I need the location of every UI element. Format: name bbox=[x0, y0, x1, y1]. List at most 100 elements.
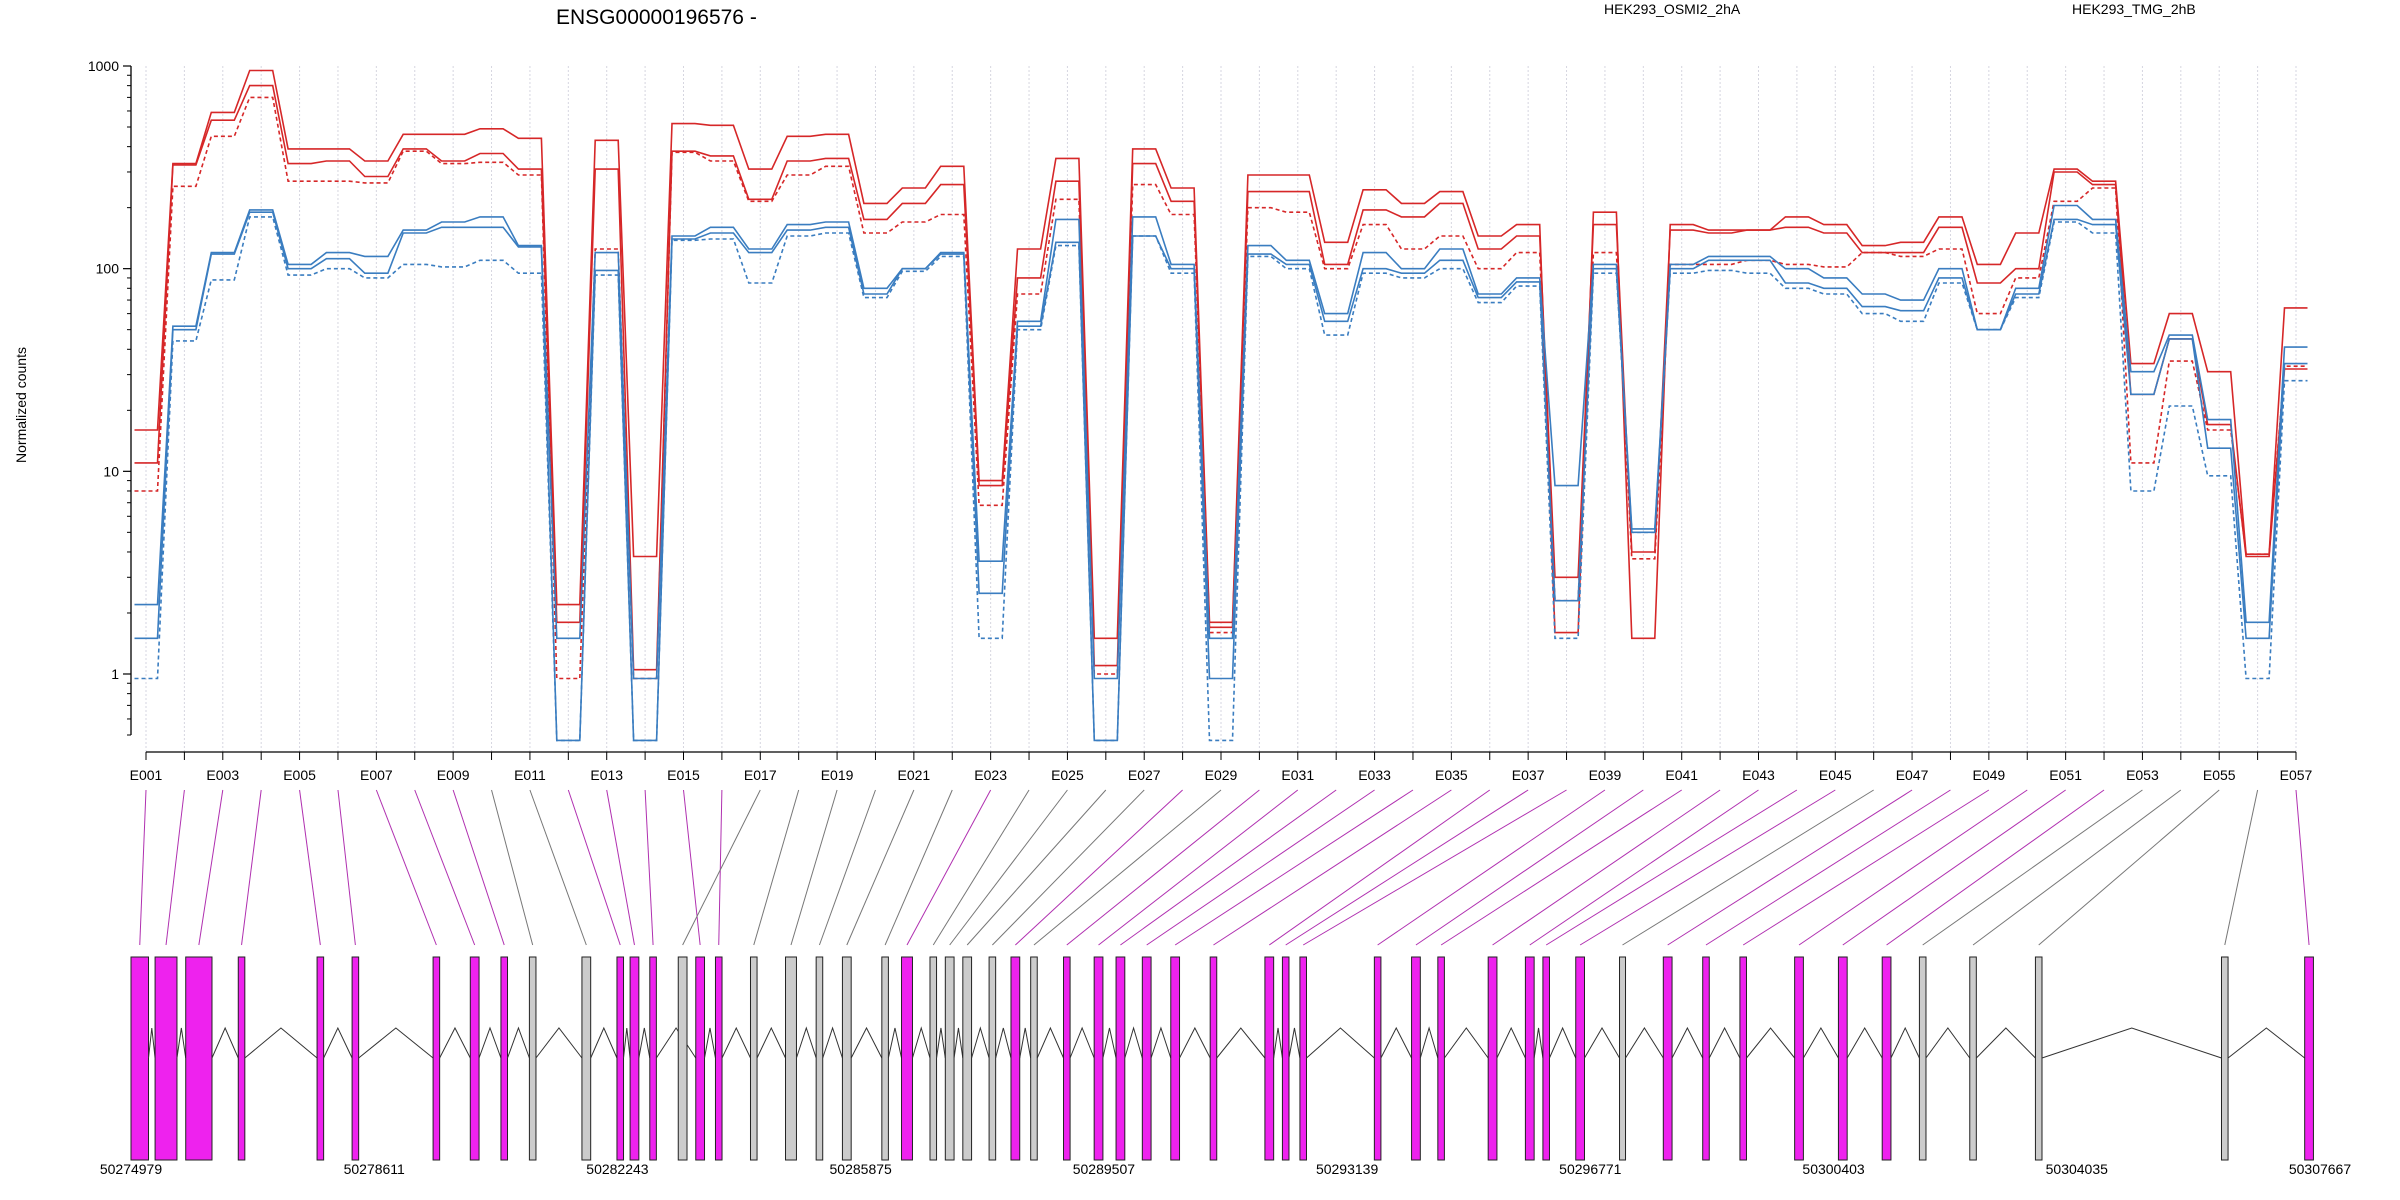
exon-box bbox=[749, 956, 758, 1161]
exon-box bbox=[695, 956, 706, 1161]
exon-tick-label: E047 bbox=[1896, 767, 1929, 783]
exon-connector bbox=[1886, 789, 2105, 946]
intron-line bbox=[995, 1027, 1012, 1059]
exon-box bbox=[944, 956, 955, 1161]
exon-box bbox=[841, 956, 852, 1161]
intron-line bbox=[1625, 1027, 1664, 1059]
exon-box bbox=[1662, 956, 1673, 1161]
intron-line bbox=[1306, 1027, 1375, 1059]
exon-connector bbox=[529, 789, 587, 946]
exon-tick-label: E027 bbox=[1128, 767, 1161, 783]
exon-tick-label: E031 bbox=[1281, 767, 1314, 783]
exon-box bbox=[1487, 956, 1498, 1161]
series-lines bbox=[134, 69, 2308, 742]
intron-line bbox=[211, 1026, 239, 1059]
exon-box bbox=[1281, 956, 1290, 1161]
intron-line bbox=[439, 1026, 471, 1059]
exon-tick-label: E037 bbox=[1512, 767, 1545, 783]
exon-box bbox=[528, 956, 537, 1161]
exon-connector bbox=[1120, 789, 1337, 946]
exon-box bbox=[1170, 956, 1181, 1161]
exon-connector bbox=[1492, 789, 1721, 946]
exon-box bbox=[1437, 956, 1445, 1161]
intron-line bbox=[590, 1026, 618, 1059]
exon-tick-label: E051 bbox=[2049, 767, 2082, 783]
exon-connector bbox=[790, 789, 838, 946]
exon-connector bbox=[683, 789, 701, 946]
exon-box bbox=[1542, 956, 1550, 1161]
exon-box bbox=[1093, 956, 1104, 1161]
exon-box bbox=[1794, 956, 1804, 1161]
exon-connector bbox=[337, 789, 356, 946]
intron-line bbox=[1533, 1027, 1544, 1059]
intron-line bbox=[1846, 1027, 1883, 1059]
intron-line bbox=[1419, 1026, 1439, 1059]
exon-connector bbox=[2295, 789, 2310, 946]
intron-line bbox=[971, 1026, 990, 1059]
y-axis-ticks: 1000 100 10 1 bbox=[88, 58, 131, 736]
exon-box bbox=[901, 956, 913, 1161]
exon-tick-label: E029 bbox=[1205, 767, 1238, 783]
exon-box bbox=[1739, 956, 1747, 1161]
exon-connector-lines bbox=[139, 789, 2310, 946]
intron-line bbox=[1019, 1027, 1032, 1059]
exon-connector bbox=[1213, 789, 1452, 946]
exon-connector bbox=[414, 789, 476, 946]
intron-line bbox=[822, 1026, 843, 1059]
exon-box bbox=[581, 956, 592, 1161]
genome-coordinate-label: 50293139 bbox=[1316, 1161, 1379, 1177]
exon-box bbox=[677, 956, 688, 1161]
exon-box bbox=[500, 956, 509, 1161]
series-line-osmi2-0 bbox=[134, 69, 2308, 640]
intron-line bbox=[1975, 1027, 2036, 1059]
exon-box bbox=[929, 956, 938, 1161]
exon-box bbox=[469, 956, 480, 1161]
intron-line bbox=[1380, 1026, 1413, 1059]
intron-line bbox=[795, 1026, 817, 1059]
intron-line bbox=[1102, 1027, 1117, 1059]
intron-line bbox=[638, 1027, 651, 1059]
exon-connector bbox=[966, 789, 1107, 946]
y-tick-label: 10 bbox=[103, 463, 119, 479]
intron-line bbox=[176, 1027, 187, 1059]
genome-coordinate-label: 50300403 bbox=[1802, 1161, 1865, 1177]
exon-connector bbox=[299, 789, 321, 946]
exon-box bbox=[1373, 956, 1382, 1161]
y-axis-label: Normalized counts bbox=[13, 347, 29, 463]
exon-box bbox=[432, 956, 441, 1161]
exon-box bbox=[351, 956, 360, 1161]
exon-tick-label: E033 bbox=[1358, 767, 1391, 783]
intron-line bbox=[1036, 1026, 1064, 1059]
series-line-osmi2-2 bbox=[134, 96, 2308, 680]
exon-connector bbox=[1545, 789, 1798, 946]
intron-line bbox=[535, 1027, 583, 1059]
genome-coordinate-label: 50285875 bbox=[830, 1161, 893, 1177]
exon-box bbox=[1141, 956, 1152, 1161]
exon-tick-label: E009 bbox=[437, 767, 470, 783]
exon-box bbox=[1264, 956, 1275, 1161]
exon-box bbox=[1524, 956, 1535, 1161]
exon-connector bbox=[932, 789, 1030, 946]
exon-connector bbox=[452, 789, 505, 946]
exon-box bbox=[316, 956, 325, 1161]
exon-connector bbox=[1922, 789, 2143, 946]
intron-line bbox=[1746, 1027, 1796, 1059]
exon-tick-label: E017 bbox=[744, 767, 777, 783]
exon-connector bbox=[567, 789, 621, 946]
plot-title: ENSG00000196576 - bbox=[556, 6, 757, 29]
exon-connector bbox=[1377, 789, 1606, 946]
exon-connector bbox=[644, 789, 654, 946]
exon-box bbox=[962, 956, 973, 1161]
genome-coordinate-ticks: 50274979 50278611 50282243 50285875 50289507… bbox=[100, 1161, 2352, 1177]
exon-box bbox=[1575, 956, 1585, 1161]
exon-gridlines bbox=[145, 66, 2297, 752]
intron-line bbox=[1496, 1026, 1526, 1059]
exon-connector bbox=[1972, 789, 2182, 946]
intron-line bbox=[1124, 1026, 1143, 1059]
y-tick-label: 1000 bbox=[88, 58, 119, 74]
intron-line bbox=[2041, 1027, 2222, 1059]
exon-connector bbox=[1742, 789, 1990, 946]
intron-line bbox=[1150, 1026, 1172, 1059]
exon-connector bbox=[1798, 789, 2028, 946]
exon-connector bbox=[375, 789, 437, 946]
